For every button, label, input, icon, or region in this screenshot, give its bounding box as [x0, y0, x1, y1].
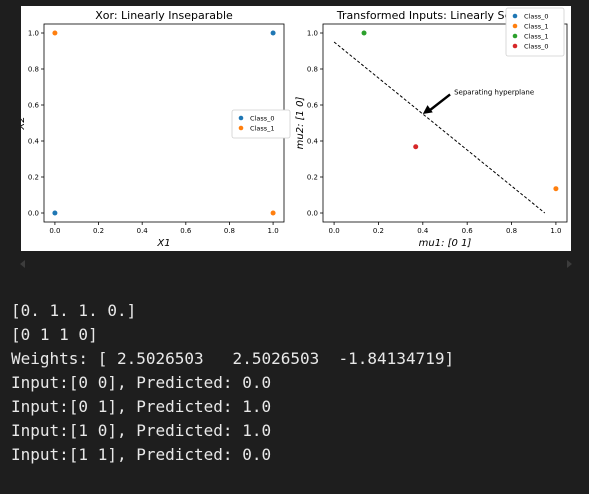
chart-title: Xor: Linearly Inseparable	[95, 9, 233, 22]
legend: Class_0 Class_1 Class_1 Class_0	[505, 7, 565, 57]
output-line: Input:[0 0], Predicted: 0.0	[11, 373, 272, 392]
x-tick-label: 0.6	[462, 227, 474, 235]
y-tick-label: 0.4	[307, 138, 319, 146]
output-line: Input:[1 0], Predicted: 1.0	[11, 421, 272, 440]
scroll-left-arrow-icon[interactable]	[20, 260, 25, 268]
y-tick-label: 0.0	[28, 210, 39, 218]
y-tick-label: 1.0	[28, 30, 39, 38]
x-axis-label: X1	[156, 238, 170, 249]
y-tick-label: 0.6	[28, 102, 40, 110]
cell-output-text: [0. 1. 1. 0.] [0 1 1 0] Weights: [ 2.502…	[11, 299, 454, 467]
x-tick-label: 0.0	[49, 227, 60, 235]
chart-figure: Xor: Linearly Inseparable 0.0 0.2 0.4 0.6 0.8…	[21, 7, 568, 249]
output-line: [0 1 1 0]	[11, 325, 98, 344]
chart-2: Transformed Inputs: Linearly Separable 0.…	[295, 7, 568, 249]
x-tick-label: 0.8	[224, 227, 235, 235]
y-tick-label: 1.0	[307, 30, 318, 38]
legend: Class_0 Class_1	[231, 109, 291, 139]
legend-label: Class_1	[524, 33, 549, 41]
annotation-arrow-shaft	[428, 93, 451, 112]
legend-label: Class_1	[524, 23, 549, 31]
annotation-label: Separating hyperplane	[454, 88, 534, 96]
y-axis-label: X2	[21, 116, 27, 130]
x-tick-label: 0.8	[506, 227, 517, 235]
data-point	[361, 30, 367, 36]
figure-output: Xor: Linearly Inseparable 0.0 0.2 0.4 0.6 0.8…	[21, 6, 571, 251]
y-tick-label: 0.4	[28, 138, 40, 146]
x-tick-label: 1.0	[268, 227, 279, 235]
y-tick-label: 0.0	[307, 210, 318, 218]
x-tick-label: 0.6	[180, 227, 192, 235]
legend-box	[231, 109, 291, 139]
y-tick-label: 0.2	[28, 174, 39, 182]
legend-label: Class_0	[524, 43, 549, 51]
chart-title: Transformed Inputs: Linearly Separable	[336, 9, 553, 22]
output-line: Weights: [ 2.5026503 2.5026503 -1.841347…	[11, 349, 455, 368]
x-tick-label: 0.0	[329, 227, 340, 235]
x-tick-label: 0.4	[417, 227, 429, 235]
legend-marker	[512, 23, 518, 29]
x-tick-label: 0.2	[373, 227, 384, 235]
data-point	[553, 186, 559, 192]
y-tick-label: 0.6	[307, 102, 319, 110]
legend-marker	[512, 33, 518, 39]
data-point	[270, 30, 276, 36]
axes-frame	[322, 23, 568, 223]
x-tick-label: 0.4	[137, 227, 149, 235]
legend-marker	[512, 43, 518, 49]
data-point	[52, 30, 58, 36]
separating-line	[333, 41, 546, 214]
x-axis-label: mu1: [0 1]	[419, 238, 472, 249]
scroll-right-arrow-icon[interactable]	[567, 260, 572, 268]
legend-label: Class_1	[250, 125, 275, 133]
legend-label: Class_0	[524, 13, 549, 21]
y-axis-label: mu2: [1 0]	[295, 97, 306, 150]
data-point	[270, 210, 276, 216]
x-tick-label: 1.0	[550, 227, 561, 235]
legend-marker	[238, 115, 244, 121]
y-tick-label: 0.8	[28, 66, 39, 74]
legend-marker	[512, 13, 518, 19]
output-line: [0. 1. 1. 0.]	[11, 301, 137, 320]
output-line: Input:[0 1], Predicted: 1.0	[11, 397, 272, 416]
data-point	[52, 210, 58, 216]
legend-marker	[238, 125, 244, 131]
legend-label: Class_0	[250, 115, 275, 123]
data-point	[413, 144, 419, 150]
y-tick-label: 0.8	[307, 66, 318, 74]
y-tick-label: 0.2	[307, 174, 318, 182]
chart-1: Xor: Linearly Inseparable 0.0 0.2 0.4 0.6 0.8…	[21, 9, 291, 249]
output-line: Input:[1 1], Predicted: 0.0	[11, 445, 272, 464]
x-tick-label: 0.2	[93, 227, 104, 235]
annotation-arrow-head	[422, 105, 433, 114]
legend-box	[505, 7, 565, 57]
